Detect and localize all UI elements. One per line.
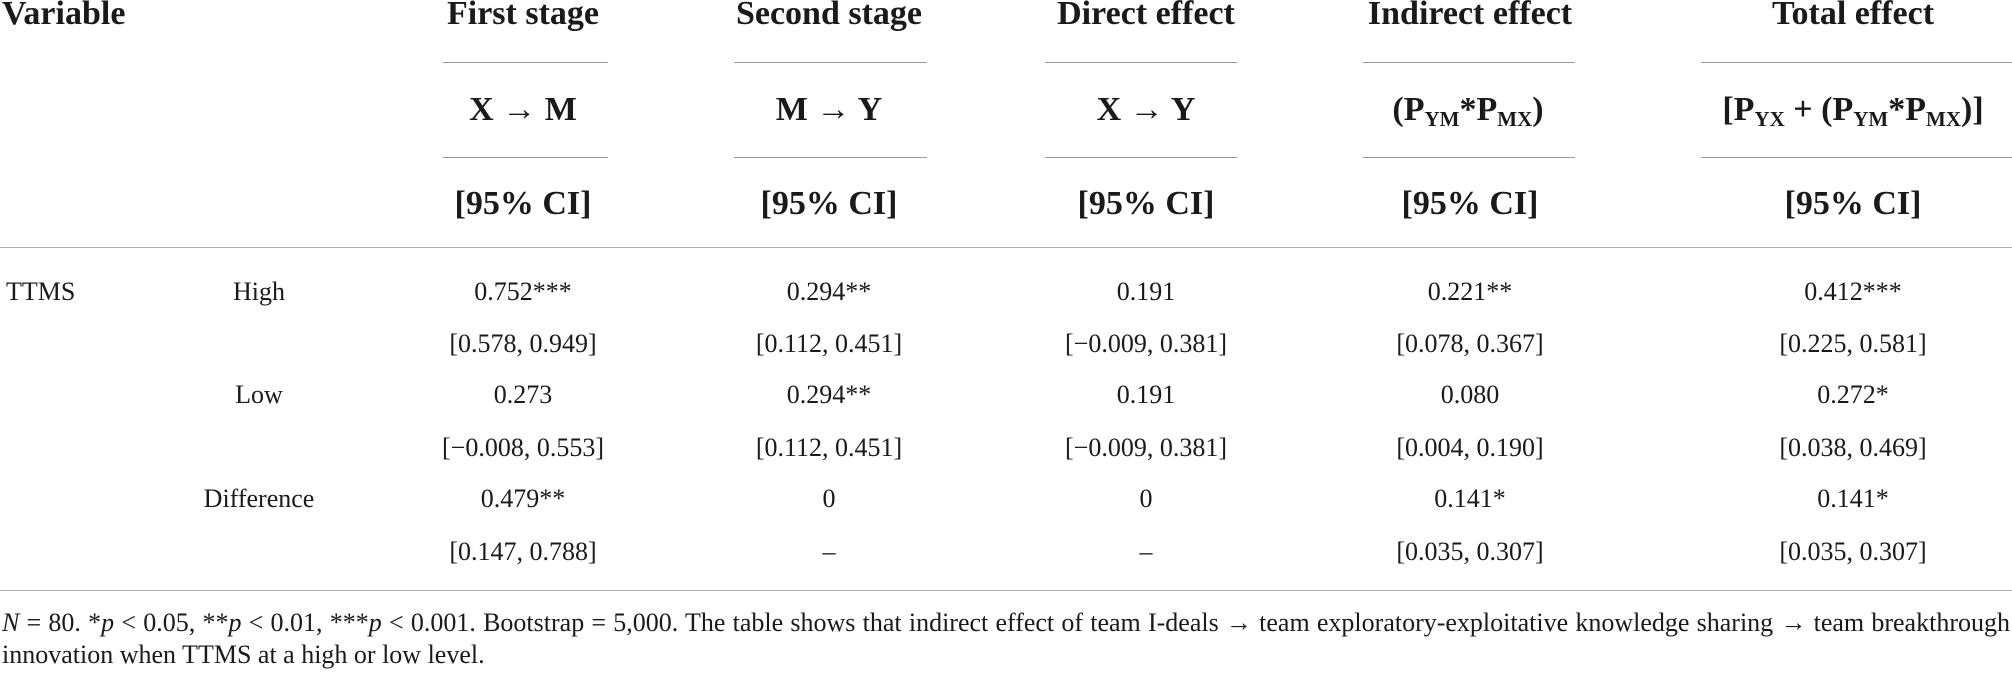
ci-difference-indirect-effect: [0.035, 0.307]: [1396, 537, 1544, 566]
cell-difference-indirect-effect: 0.141*: [1434, 484, 1506, 513]
ci-high-indirect-effect: [0.078, 0.367]: [1396, 329, 1544, 358]
ci-low-second-stage: [0.112, 0.451]: [755, 433, 903, 462]
ci-high-second-stage: [0.112, 0.451]: [755, 329, 903, 358]
row-level-high: High: [233, 277, 285, 306]
header-indirect-effect: Indirect effect: [1367, 0, 1573, 32]
header-total-formula: [PYX + (PYM*PMX)]: [1722, 91, 1984, 131]
ci-low-first-stage: [−0.008, 0.553]: [442, 433, 604, 462]
header-ci-second-stage: [95% CI]: [760, 185, 898, 222]
ci-difference-direct-effect: –: [1139, 537, 1153, 566]
header-ci-total-effect: [95% CI]: [1784, 185, 1922, 222]
table-note: N = 80. *p < 0.05, **p < 0.01, ***p < 0.…: [2, 608, 2010, 669]
header-divider-second-stage: [734, 62, 927, 63]
cell-high-indirect-effect: 0.221**: [1427, 277, 1513, 306]
cell-high-second-stage: 0.294**: [786, 277, 872, 306]
ci-difference-second-stage: –: [822, 537, 836, 566]
cell-low-indirect-effect: 0.080: [1440, 380, 1500, 409]
header-divider-path-2: [734, 157, 927, 158]
cell-high-total-effect: 0.412***: [1804, 277, 1902, 306]
header-divider-first-stage: [443, 62, 608, 63]
header-bottom-rule: [0, 247, 2012, 248]
header-path-x-y: X → Y: [1096, 91, 1196, 128]
ci-difference-first-stage: [0.147, 0.788]: [449, 537, 597, 566]
header-total-effect: Total effect: [1771, 0, 1935, 32]
cell-difference-first-stage: 0.479**: [480, 484, 566, 513]
cell-difference-second-stage: 0: [822, 484, 836, 513]
row-variable-ttms: TTMS: [6, 277, 76, 306]
ci-low-indirect-effect: [0.004, 0.190]: [1396, 433, 1544, 462]
cell-difference-direct-effect: 0: [1139, 484, 1153, 513]
header-path-m-y: M → Y: [775, 91, 883, 128]
cell-high-direct-effect: 0.191: [1116, 277, 1176, 306]
header-divider-path-3: [1045, 157, 1237, 158]
header-indirect-formula: (PYM*PMX): [1392, 91, 1544, 131]
header-ci-first-stage: [95% CI]: [454, 185, 592, 222]
table-bottom-rule: [0, 590, 2012, 591]
cell-high-first-stage: 0.752***: [474, 277, 572, 306]
header-divider-indirect-effect: [1363, 62, 1575, 63]
header-ci-indirect-effect: [95% CI]: [1401, 185, 1539, 222]
ci-high-direct-effect: [−0.009, 0.381]: [1065, 329, 1227, 358]
cell-low-direct-effect: 0.191: [1116, 380, 1176, 409]
header-divider-path-4: [1363, 157, 1575, 158]
header-divider-path-5: [1701, 157, 2012, 158]
cell-difference-total-effect: 0.141*: [1817, 484, 1889, 513]
ci-high-first-stage: [0.578, 0.949]: [449, 329, 597, 358]
header-ci-direct-effect: [95% CI]: [1077, 185, 1215, 222]
header-path-x-m: X → M: [469, 91, 577, 128]
header-second-stage: Second stage: [735, 0, 923, 32]
ci-low-direct-effect: [−0.009, 0.381]: [1065, 433, 1227, 462]
cell-low-total-effect: 0.272*: [1817, 380, 1889, 409]
cell-low-second-stage: 0.294**: [786, 380, 872, 409]
row-level-difference: Difference: [203, 484, 315, 513]
ci-difference-total-effect: [0.035, 0.307]: [1779, 537, 1927, 566]
cell-low-first-stage: 0.273: [493, 380, 553, 409]
header-variable: Variable: [2, 0, 126, 32]
ci-high-total-effect: [0.225, 0.581]: [1779, 329, 1927, 358]
header-divider-direct-effect: [1045, 62, 1237, 63]
header-first-stage: First stage: [446, 0, 600, 32]
header-divider-path-1: [443, 157, 608, 158]
header-direct-effect: Direct effect: [1057, 0, 1235, 32]
ci-low-total-effect: [0.038, 0.469]: [1779, 433, 1927, 462]
header-divider-total-effect: [1701, 62, 2012, 63]
row-level-low: Low: [235, 380, 283, 409]
